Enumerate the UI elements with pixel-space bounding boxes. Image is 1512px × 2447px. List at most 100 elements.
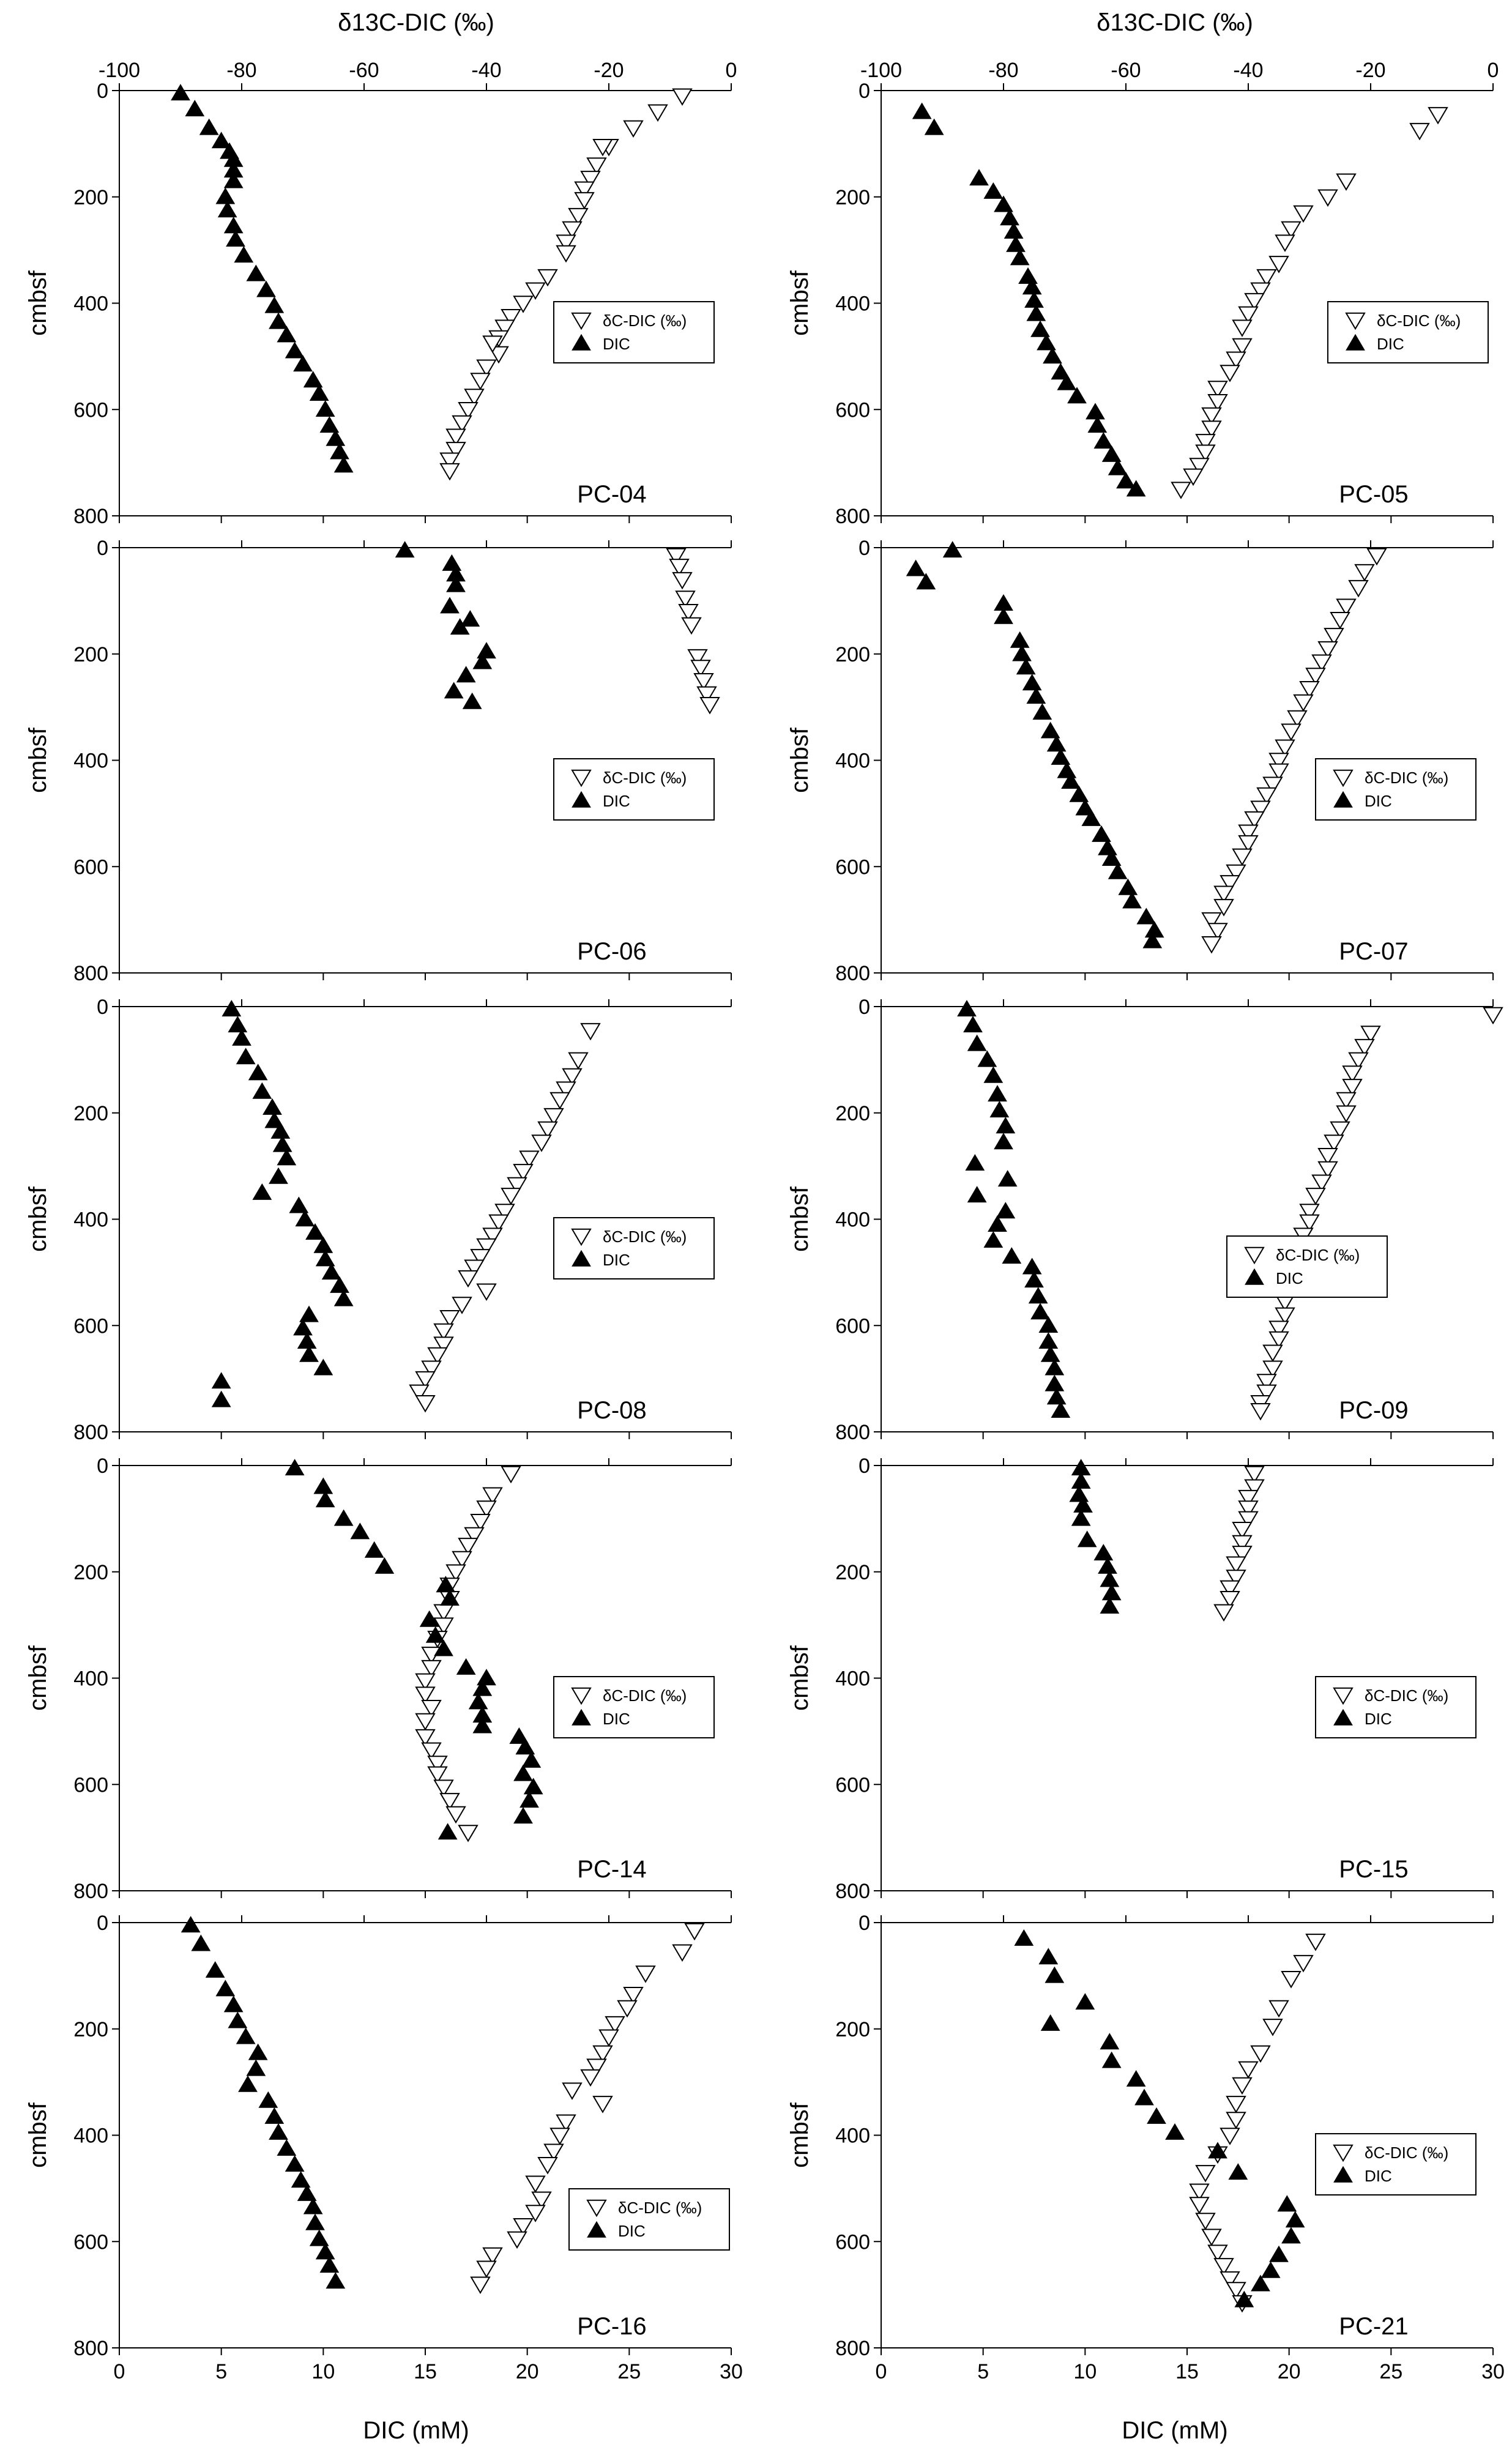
legend-box: [1315, 1676, 1477, 1738]
bottom-tick-label: 25: [617, 2360, 641, 2383]
dic-point: [444, 682, 464, 699]
dic-point: [1269, 2245, 1289, 2262]
dic-point: [1285, 2211, 1305, 2228]
dic-point: [309, 2229, 329, 2246]
y-tick-label: 200: [835, 643, 870, 666]
dic-point: [1022, 674, 1042, 691]
dic-point: [440, 597, 460, 614]
d13c-point: [525, 2175, 546, 2193]
dic-point: [1022, 1257, 1042, 1275]
d13c-point: [1250, 282, 1271, 300]
dic-point: [315, 1250, 335, 1267]
dic-point: [450, 618, 470, 635]
d13c-point: [1483, 1007, 1503, 1025]
d13c-point: [1330, 612, 1350, 630]
y-tick-label: 600: [835, 2230, 870, 2254]
dic-point: [326, 2272, 346, 2289]
y-tick-label: 800: [73, 2337, 108, 2360]
dic-point: [446, 575, 466, 592]
dic-point: [277, 2139, 297, 2156]
d13c-point: [696, 686, 717, 704]
dic-point: [374, 1557, 395, 1574]
d13c-point: [1336, 598, 1357, 616]
d13c-point: [549, 2128, 570, 2145]
d13c-point: [605, 2016, 625, 2034]
dic-point: [1075, 799, 1095, 816]
panel-pc-14: 0 200 400 600 800 cmbsf δC-DIC (‰) DIC PC-14: [24, 1454, 732, 1903]
dic-point: [963, 1016, 983, 1033]
dic-point: [246, 2059, 266, 2076]
panel-pc-05: 0 200 400 600 800 cmbsf -100 -80 -60 -40 -20 0 δC-DI…: [786, 59, 1499, 528]
bottom-tick-label: 10: [1073, 2360, 1097, 2383]
dic-point: [1073, 1495, 1093, 1513]
y-tick-label: 600: [73, 1314, 108, 1338]
d13c-point: [1354, 1038, 1375, 1057]
d13c-point: [458, 1825, 479, 1842]
panel-label: PC-05: [1339, 481, 1408, 508]
dic-point: [1100, 2033, 1120, 2050]
d13c-point: [1244, 811, 1265, 829]
d13c-point: [458, 402, 479, 420]
dic-point: [1277, 2195, 1297, 2212]
panel-pc-21: 0 200 400 600 800 cmbsf 0 5 10 15 20 25 30 δC-DIC (‰)…: [786, 1912, 1505, 2383]
d13c-point: [568, 207, 589, 226]
dic-point: [1108, 862, 1128, 879]
d13c-point: [1213, 885, 1234, 903]
dic-point: [269, 312, 288, 329]
bottom-tick-label: 30: [720, 2360, 743, 2383]
top-axis-title-right: δ13C-DIC (‰): [1097, 9, 1253, 36]
dic-point: [513, 1764, 533, 1781]
top-tick-label: -80: [988, 59, 1018, 82]
d13c-point: [592, 2045, 613, 2063]
d13c-point: [1311, 1174, 1332, 1192]
legend-box: [553, 758, 715, 821]
d13c-point: [1220, 2128, 1240, 2145]
dic-point: [513, 1807, 533, 1824]
dic-point: [1281, 2227, 1301, 2244]
legend: δC-DIC (‰) DIC: [1327, 301, 1489, 363]
dic-point: [285, 2155, 305, 2172]
d13c-point: [1268, 256, 1289, 274]
dic-point: [1100, 1596, 1120, 1614]
d13c-point: [1238, 824, 1259, 843]
dic-point: [983, 1231, 1004, 1248]
d13c-point: [1244, 292, 1265, 311]
d13c-point: [556, 234, 576, 252]
legend-d13c-marker: [571, 1687, 592, 1705]
y-tick-label: 400: [835, 1209, 870, 1232]
dic-point: [1234, 2290, 1254, 2307]
dic-point: [1134, 2088, 1154, 2106]
d13c-point: [482, 1487, 503, 1505]
panel-label: PC-09: [1339, 1397, 1408, 1424]
d13c-point: [556, 2114, 576, 2132]
d13c-point: [1317, 189, 1338, 207]
d13c-point: [488, 346, 509, 364]
legend-box: [568, 2188, 730, 2251]
y-tick-label: 400: [835, 1667, 870, 1691]
d13c-point: [568, 1052, 589, 1070]
y-tick-label: 400: [73, 292, 108, 316]
d13c-point: [586, 2058, 607, 2076]
dic-point: [326, 429, 346, 446]
d13c-point: [525, 282, 546, 300]
dic-point: [285, 1459, 305, 1476]
dic-point: [1165, 2123, 1185, 2140]
dic-point: [309, 384, 329, 401]
dic-point: [1022, 278, 1042, 295]
d13c-point: [586, 157, 607, 175]
d13c-point: [562, 2082, 583, 2100]
d13c-point: [574, 181, 595, 199]
dic-point: [222, 1000, 242, 1017]
d13c-point: [1232, 1535, 1253, 1553]
d13c-point: [501, 1466, 521, 1484]
dic-point: [509, 1727, 529, 1744]
bottom-tick-label: 25: [1379, 2360, 1402, 2383]
d13c-point: [598, 2029, 619, 2047]
dic-point: [969, 169, 989, 186]
bottom-tick-label: 10: [311, 2360, 335, 2383]
d13c-point: [1317, 1161, 1338, 1179]
legend-dic-marker: [572, 1708, 591, 1726]
dic-point: [1046, 1388, 1067, 1405]
legend-dic-label: DIC: [603, 335, 630, 353]
